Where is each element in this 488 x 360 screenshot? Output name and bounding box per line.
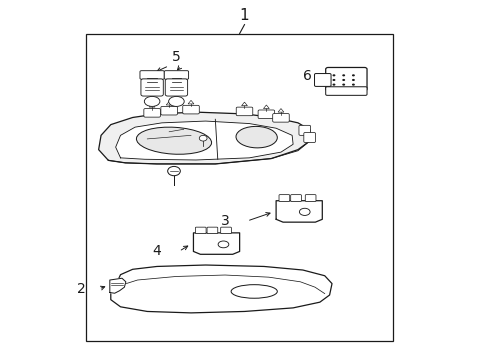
FancyBboxPatch shape	[303, 132, 315, 143]
FancyBboxPatch shape	[143, 109, 160, 117]
FancyBboxPatch shape	[325, 87, 366, 95]
Ellipse shape	[144, 96, 160, 107]
FancyBboxPatch shape	[290, 195, 301, 202]
Polygon shape	[116, 121, 292, 160]
Polygon shape	[166, 102, 172, 105]
FancyBboxPatch shape	[314, 73, 330, 86]
Text: 2: 2	[77, 282, 86, 296]
Polygon shape	[241, 102, 247, 106]
Polygon shape	[263, 105, 269, 109]
Polygon shape	[276, 201, 322, 222]
FancyBboxPatch shape	[258, 110, 274, 118]
Ellipse shape	[218, 241, 228, 248]
Circle shape	[199, 135, 206, 141]
FancyBboxPatch shape	[140, 71, 164, 79]
Bar	[86, 33, 392, 341]
Circle shape	[167, 166, 180, 176]
FancyBboxPatch shape	[141, 79, 163, 96]
FancyBboxPatch shape	[183, 105, 199, 114]
FancyBboxPatch shape	[195, 227, 205, 234]
Ellipse shape	[136, 127, 211, 154]
Text: 1: 1	[239, 8, 249, 23]
Polygon shape	[111, 265, 331, 313]
Circle shape	[342, 74, 345, 76]
Circle shape	[351, 74, 354, 76]
FancyBboxPatch shape	[206, 227, 217, 234]
FancyBboxPatch shape	[279, 195, 289, 202]
Ellipse shape	[231, 285, 277, 298]
Circle shape	[342, 84, 345, 86]
Circle shape	[332, 74, 335, 76]
Circle shape	[351, 79, 354, 81]
Polygon shape	[110, 278, 125, 293]
Text: 6: 6	[303, 69, 311, 84]
Polygon shape	[99, 112, 309, 164]
FancyBboxPatch shape	[164, 71, 188, 79]
FancyBboxPatch shape	[272, 113, 288, 122]
FancyBboxPatch shape	[220, 227, 231, 234]
Polygon shape	[188, 100, 194, 104]
Text: 4: 4	[152, 244, 161, 258]
FancyBboxPatch shape	[325, 67, 366, 91]
Circle shape	[342, 79, 345, 81]
Circle shape	[332, 84, 335, 86]
Ellipse shape	[299, 208, 309, 215]
Polygon shape	[149, 104, 155, 107]
Circle shape	[351, 84, 354, 86]
Polygon shape	[193, 233, 239, 254]
Circle shape	[332, 79, 335, 81]
FancyBboxPatch shape	[236, 107, 252, 116]
Ellipse shape	[236, 126, 277, 148]
Text: 3: 3	[220, 214, 229, 228]
FancyBboxPatch shape	[165, 79, 187, 96]
FancyBboxPatch shape	[298, 125, 310, 135]
Polygon shape	[278, 109, 284, 112]
FancyBboxPatch shape	[161, 107, 177, 115]
Ellipse shape	[168, 96, 184, 107]
FancyBboxPatch shape	[305, 195, 315, 202]
Text: 5: 5	[172, 50, 181, 64]
